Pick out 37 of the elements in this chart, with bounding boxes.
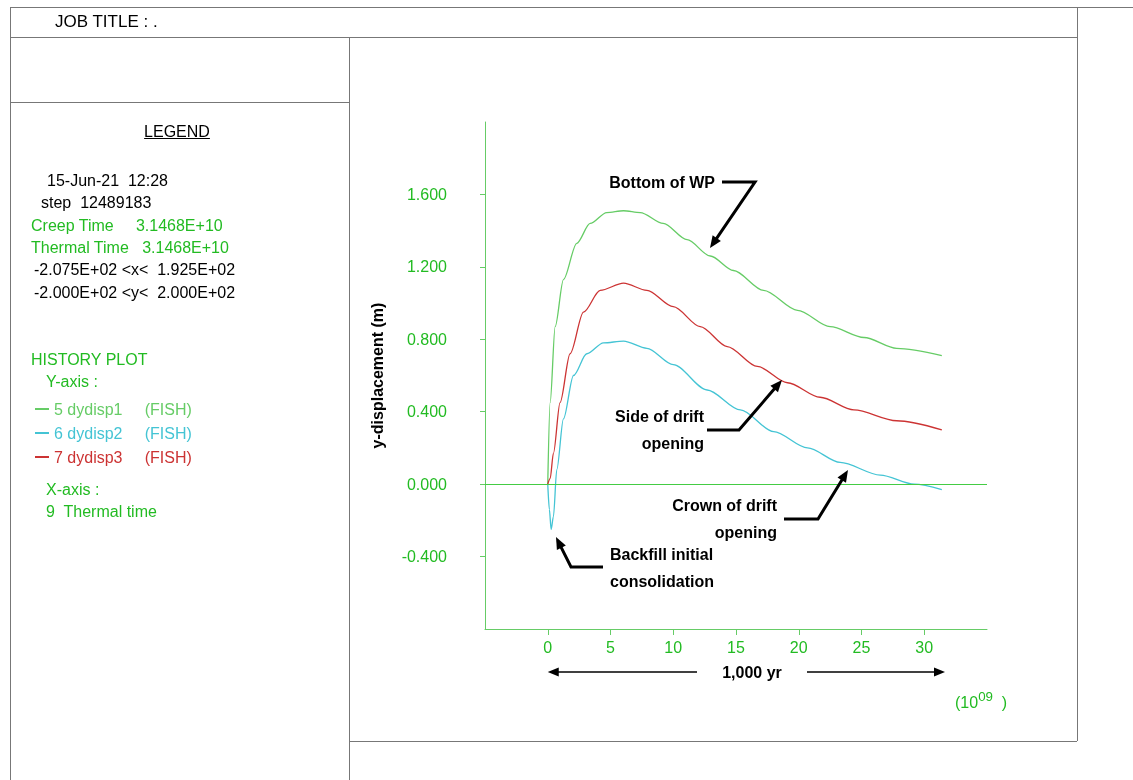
x-tick-label: 15 [727,638,745,656]
y-tick-label: 1.600 [406,185,448,203]
x-axis-title: 1,000 yr [722,662,782,683]
text: LEGEND [144,122,210,142]
line-series [547,210,943,485]
text: 9 Thermal time [46,502,157,522]
x-tick-label: 10 [664,638,683,656]
x-tick-label: 25 [852,638,871,656]
text: -2.075E+02 <x< 1.925E+02 [34,260,236,280]
x-tick-label: 0 [543,638,553,656]
text: JOB TITLE : . [55,12,158,32]
x-tick-label: 30 [915,638,934,656]
text: -2.000E+02 <y< 2.000E+02 [34,283,236,303]
text: Creep Time 3.1468E+10 [31,216,223,236]
text: Thermal Time 3.1468E+10 [31,238,229,258]
text: Y-axis : [46,372,98,392]
text: 15-Jun-21 12:28 [47,171,168,191]
annotation: Side of drift opening [614,407,704,454]
x-tick-label: 5 [606,638,616,656]
legend-label: 6 dydisp2 (FISH) [54,424,192,442]
line-series [547,282,943,485]
legend-label: 7 dydisp3 (FISH) [54,448,192,466]
y-tick-label: 0.400 [406,403,448,421]
annotation: Crown of drift opening [671,496,777,543]
x-tick-label: 20 [789,638,808,656]
text: X-axis : [46,480,100,500]
y-tick-label: 0.800 [406,330,448,348]
annotation: Bottom of WP [609,172,715,193]
legend-label: 5 dydisp1 (FISH) [54,400,192,418]
text: (10$^{09}$ ) [955,688,1008,713]
y-tick-label: 0.000 [406,475,448,493]
y-tick-label: 1.200 [406,258,448,276]
text: HISTORY PLOT [31,350,148,370]
y-axis-title: y-displacement (m) [368,302,386,449]
text: step 12489183 [41,193,152,213]
annotation: Backfill initial consolidation [610,545,715,592]
y-tick-label: -0.400 [401,548,448,566]
